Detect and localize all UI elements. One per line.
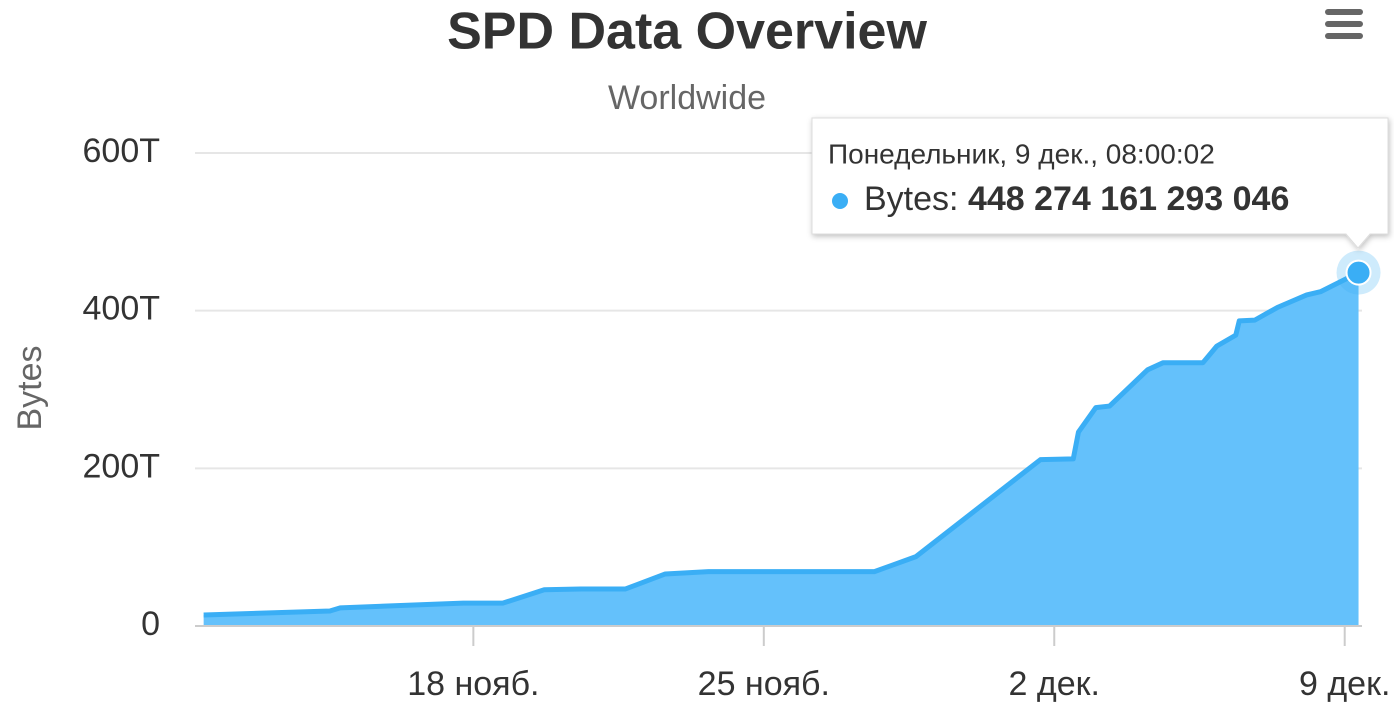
tooltip-name: Bytes:	[864, 180, 958, 218]
y-tick-label: 200T	[83, 447, 161, 485]
x-tick-label: 2 дек.	[1009, 665, 1100, 703]
tooltip: Понедельник, 9 дек., 08:00:02 Bytes: 448…	[811, 117, 1389, 249]
y-tick-label: 600T	[83, 132, 161, 170]
area	[203, 272, 1359, 626]
tooltip-box	[811, 117, 1389, 249]
hover-marker	[1345, 259, 1372, 286]
x-tick-label: 9 дек.	[1299, 665, 1390, 703]
tooltip-body: Bytes: 448 274 161 293 046	[864, 180, 1289, 218]
y-tick-label: 400T	[83, 290, 161, 328]
x-tick-label: 18 нояб.	[407, 665, 539, 703]
chart-subtitle: Worldwide	[608, 79, 766, 117]
menu-button[interactable]	[1325, 9, 1363, 39]
y-tick-label: 0	[141, 605, 160, 643]
tooltip-marker	[832, 193, 848, 209]
tooltip-header: Понедельник, 9 дек., 08:00:02	[828, 138, 1215, 169]
line	[203, 270, 1360, 618]
x-tick-label: 25 нояб.	[698, 665, 830, 703]
y-axis-title: Bytes	[11, 345, 49, 430]
tooltip-value: 448 274 161 293 046	[968, 180, 1289, 218]
chart-title: SPD Data Overview	[447, 3, 927, 61]
